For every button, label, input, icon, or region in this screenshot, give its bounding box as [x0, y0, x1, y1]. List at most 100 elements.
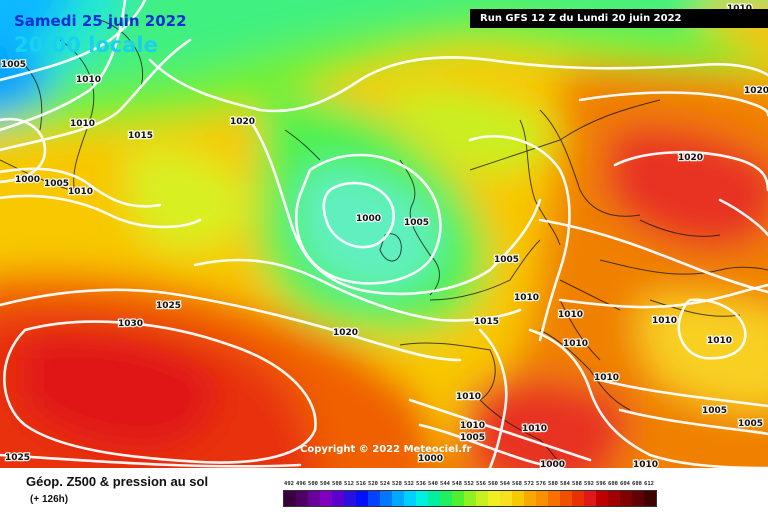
isobar-label: 1005 — [44, 179, 69, 189]
isobar-label: 1010 — [563, 339, 588, 349]
color-scale-tick: 492 — [284, 481, 294, 487]
color-scale-swatch — [344, 491, 356, 506]
color-scale-tick: 516 — [356, 481, 366, 487]
isobar-label: 1000 — [418, 454, 443, 464]
color-scale-swatch — [416, 491, 428, 506]
isobar-label: 1000 — [540, 460, 565, 468]
copyright-notice: Copyright © 2022 Meteociel.fr — [300, 444, 472, 455]
color-scale-swatch — [404, 491, 416, 506]
color-scale-tick: 576 — [536, 481, 546, 487]
isobar-label: 1025 — [5, 453, 30, 463]
isobar-label: 1015 — [128, 131, 153, 141]
color-scale-swatch — [512, 491, 524, 506]
color-scale-tick: 520 — [368, 481, 378, 487]
color-scale-swatch — [632, 491, 644, 506]
color-scale-swatch — [440, 491, 452, 506]
color-scale-tick: 592 — [584, 481, 594, 487]
isobar-label: 1005 — [738, 419, 763, 429]
isobar-label: 1010 — [514, 293, 539, 303]
color-scale-tick: 596 — [596, 481, 606, 487]
model-run-banner: Run GFS 12 Z du Lundi 20 juin 2022 — [470, 9, 768, 28]
color-scale-swatch — [644, 491, 656, 506]
color-scale-swatch — [584, 491, 596, 506]
color-scale-tick: 560 — [488, 481, 498, 487]
isobar-label: 1010 — [70, 119, 95, 129]
color-scale-tick: 604 — [620, 481, 630, 487]
color-scale-swatch — [284, 491, 296, 506]
color-scale-swatch — [428, 491, 440, 506]
color-scale-bar — [283, 490, 657, 507]
color-scale-tick: 528 — [392, 481, 402, 487]
color-scale-swatch — [452, 491, 464, 506]
color-scale-swatch — [536, 491, 548, 506]
color-scale-tick: 572 — [524, 481, 534, 487]
color-scale-tick: 540 — [428, 481, 438, 487]
isobar-label: 1015 — [474, 317, 499, 327]
isobar-label: 1020 — [678, 153, 703, 163]
color-scale-swatch — [308, 491, 320, 506]
color-scale-swatch — [524, 491, 536, 506]
isobar-label: 1010 — [460, 421, 485, 431]
color-scale-tick: 524 — [380, 481, 390, 487]
color-scale-swatch — [368, 491, 380, 506]
variable-label: Géop. Z500 & pression au sol — [26, 474, 209, 489]
color-scale-tick: 600 — [608, 481, 618, 487]
color-scale-swatch — [332, 491, 344, 506]
isobar-label: 1005 — [404, 218, 429, 228]
isobar-label: 1025 — [156, 301, 181, 311]
color-scale-swatch — [596, 491, 608, 506]
color-scale-swatch — [620, 491, 632, 506]
forecast-date: Samedi 25 juin 2022 — [14, 12, 187, 30]
isobar-label: 1010 — [76, 75, 101, 85]
isobar-label: 1010 — [456, 392, 481, 402]
color-scale-tick: 612 — [644, 481, 654, 487]
color-scale-tick: 584 — [560, 481, 570, 487]
color-scale-swatch — [500, 491, 512, 506]
color-scale-tick: 588 — [572, 481, 582, 487]
color-scale-tick: 512 — [344, 481, 354, 487]
color-scale-tick: 504 — [320, 481, 330, 487]
color-scale-swatch — [380, 491, 392, 506]
color-scale-tick: 564 — [500, 481, 510, 487]
isobar-label: 1020 — [744, 86, 768, 96]
color-scale-swatch — [464, 491, 476, 506]
color-scale-tick: 556 — [476, 481, 486, 487]
color-scale-swatch — [392, 491, 404, 506]
color-scale-tick: 536 — [416, 481, 426, 487]
isobar-label: 1010 — [558, 310, 583, 320]
color-scale-swatch — [488, 491, 500, 506]
isobar-label: 1010 — [68, 187, 93, 197]
isobar-label: 1000 — [356, 214, 381, 224]
color-scale-tick: 496 — [296, 481, 306, 487]
color-scale-tick: 548 — [452, 481, 462, 487]
isobar-lines — [0, 0, 768, 468]
color-scale-tick: 580 — [548, 481, 558, 487]
color-scale-tick: 552 — [464, 481, 474, 487]
color-scale-tick: 568 — [512, 481, 522, 487]
isobar-label: 1010 — [633, 460, 658, 468]
color-scale-tick: 508 — [332, 481, 342, 487]
isobar-label: 1010 — [594, 373, 619, 383]
isobar-label: 1010 — [707, 336, 732, 346]
color-scale-tick: 532 — [404, 481, 414, 487]
color-scale-swatch — [296, 491, 308, 506]
isobar-label: 1010 — [522, 424, 547, 434]
color-scale-swatch — [476, 491, 488, 506]
isobar-label: 1020 — [230, 117, 255, 127]
color-scale-swatch — [356, 491, 368, 506]
isobar-label: 1010 — [652, 316, 677, 326]
geopotential-color-field — [0, 0, 768, 468]
color-scale-swatch — [608, 491, 620, 506]
isobar-label: 1005 — [460, 433, 485, 443]
lead-time-label: (+ 126h) — [30, 494, 69, 505]
isobar-label: 1030 — [118, 319, 143, 329]
isobar-label: 1005 — [702, 406, 727, 416]
isobar-label: 1005 — [1, 60, 26, 70]
geopotential-map: 1005 1010 1010 1015 1000 1005 1010 1020 … — [0, 0, 768, 468]
color-scale-swatch — [560, 491, 572, 506]
forecast-local-time: 20:00 locale — [14, 33, 158, 57]
isobar-label: 1020 — [333, 328, 358, 338]
color-scale-tick: 608 — [632, 481, 642, 487]
coastline-layer — [0, 19, 768, 468]
